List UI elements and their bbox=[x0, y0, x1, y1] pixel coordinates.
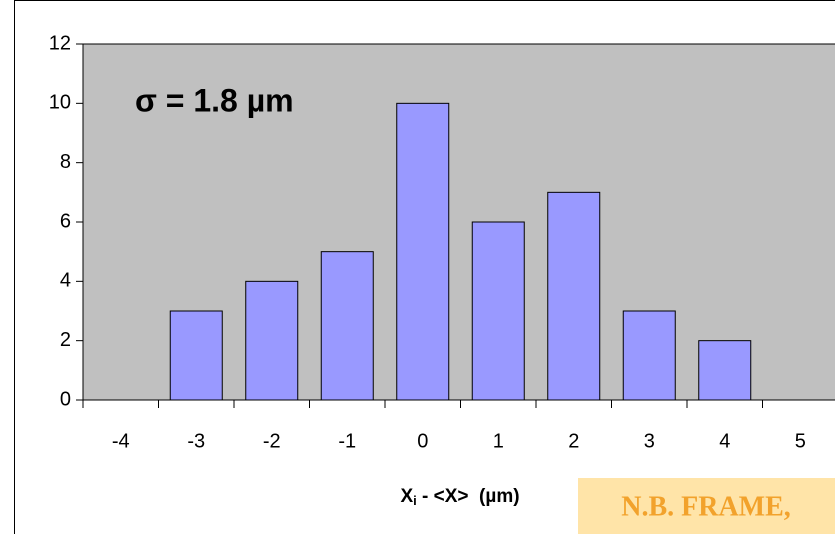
x-tick-label: -2 bbox=[263, 430, 281, 452]
bar bbox=[698, 340, 752, 401]
y-tick-label: 0 bbox=[60, 388, 71, 410]
bar bbox=[471, 221, 525, 401]
x-label-rest: - <X> (µm) bbox=[417, 486, 520, 507]
x-tick-label: -3 bbox=[187, 430, 205, 452]
x-tick-label: -1 bbox=[338, 430, 356, 452]
bar bbox=[320, 251, 374, 401]
x-tick-label: 0 bbox=[417, 430, 428, 452]
y-tick-label: 10 bbox=[49, 92, 71, 114]
note-box bbox=[578, 478, 835, 534]
bar bbox=[396, 102, 450, 401]
x-tick-label: -4 bbox=[112, 430, 130, 452]
bar bbox=[547, 191, 601, 401]
y-tick-label: 4 bbox=[60, 270, 71, 292]
bar bbox=[169, 310, 223, 401]
y-tick-label: 12 bbox=[49, 32, 71, 54]
x-tick-label: 3 bbox=[644, 430, 655, 452]
x-label-sub: i bbox=[413, 493, 417, 508]
x-axis-label: Xi - <X> (µm) bbox=[400, 486, 519, 508]
note: N.B. FRAME, bbox=[621, 491, 791, 522]
x-tick-label: 2 bbox=[568, 430, 579, 452]
bar bbox=[622, 310, 676, 401]
x-tick-label: 1 bbox=[493, 430, 504, 452]
bar bbox=[245, 280, 299, 401]
x-tick-label: 4 bbox=[719, 430, 730, 452]
annotation: σ = 1.8 µm bbox=[135, 82, 294, 118]
y-tick-label: 2 bbox=[60, 329, 71, 351]
x-tick-label: 5 bbox=[795, 430, 806, 452]
y-tick-label: 8 bbox=[60, 151, 71, 173]
y-tick-label: 6 bbox=[60, 210, 71, 232]
x-label-main: X bbox=[400, 486, 413, 507]
